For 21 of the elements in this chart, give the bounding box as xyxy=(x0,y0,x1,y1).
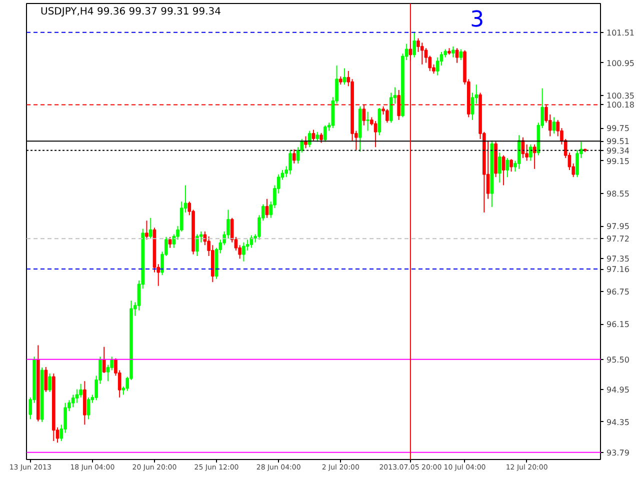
y-tick-label: 95.50 xyxy=(606,355,630,364)
y-tick-label: 100.95 xyxy=(606,58,634,68)
y-tick-label: 96.15 xyxy=(606,320,630,330)
y-tick-label: 100.18 xyxy=(606,100,634,110)
y-tick-label: 97.72 xyxy=(606,234,630,244)
y-tick-label: 97.16 xyxy=(606,265,630,274)
y-tick-label: 99.15 xyxy=(606,156,630,166)
y-tick-label: 93.79 xyxy=(606,448,630,458)
chart-title: USDJPY,H4 99.36 99.37 99.31 99.34 xyxy=(40,6,222,18)
y-tick-label: 99.34 xyxy=(606,146,630,156)
y-tick-label: 97.35 xyxy=(606,254,630,264)
y-tick-label: 94.35 xyxy=(606,418,630,427)
y-tick-label: 99.75 xyxy=(606,124,630,134)
y-tick-label: 98.55 xyxy=(606,189,630,198)
annotation: 3 xyxy=(470,8,484,32)
y-tick-label: 100.35 xyxy=(606,91,634,100)
y-tick-label: 94.95 xyxy=(606,385,630,394)
y-tick-label: 101.51 xyxy=(606,28,634,38)
y-tick-label: 96.75 xyxy=(606,287,630,296)
y-tick-label: 97.95 xyxy=(606,222,630,232)
y-tick-label: 99.51 xyxy=(606,137,630,146)
